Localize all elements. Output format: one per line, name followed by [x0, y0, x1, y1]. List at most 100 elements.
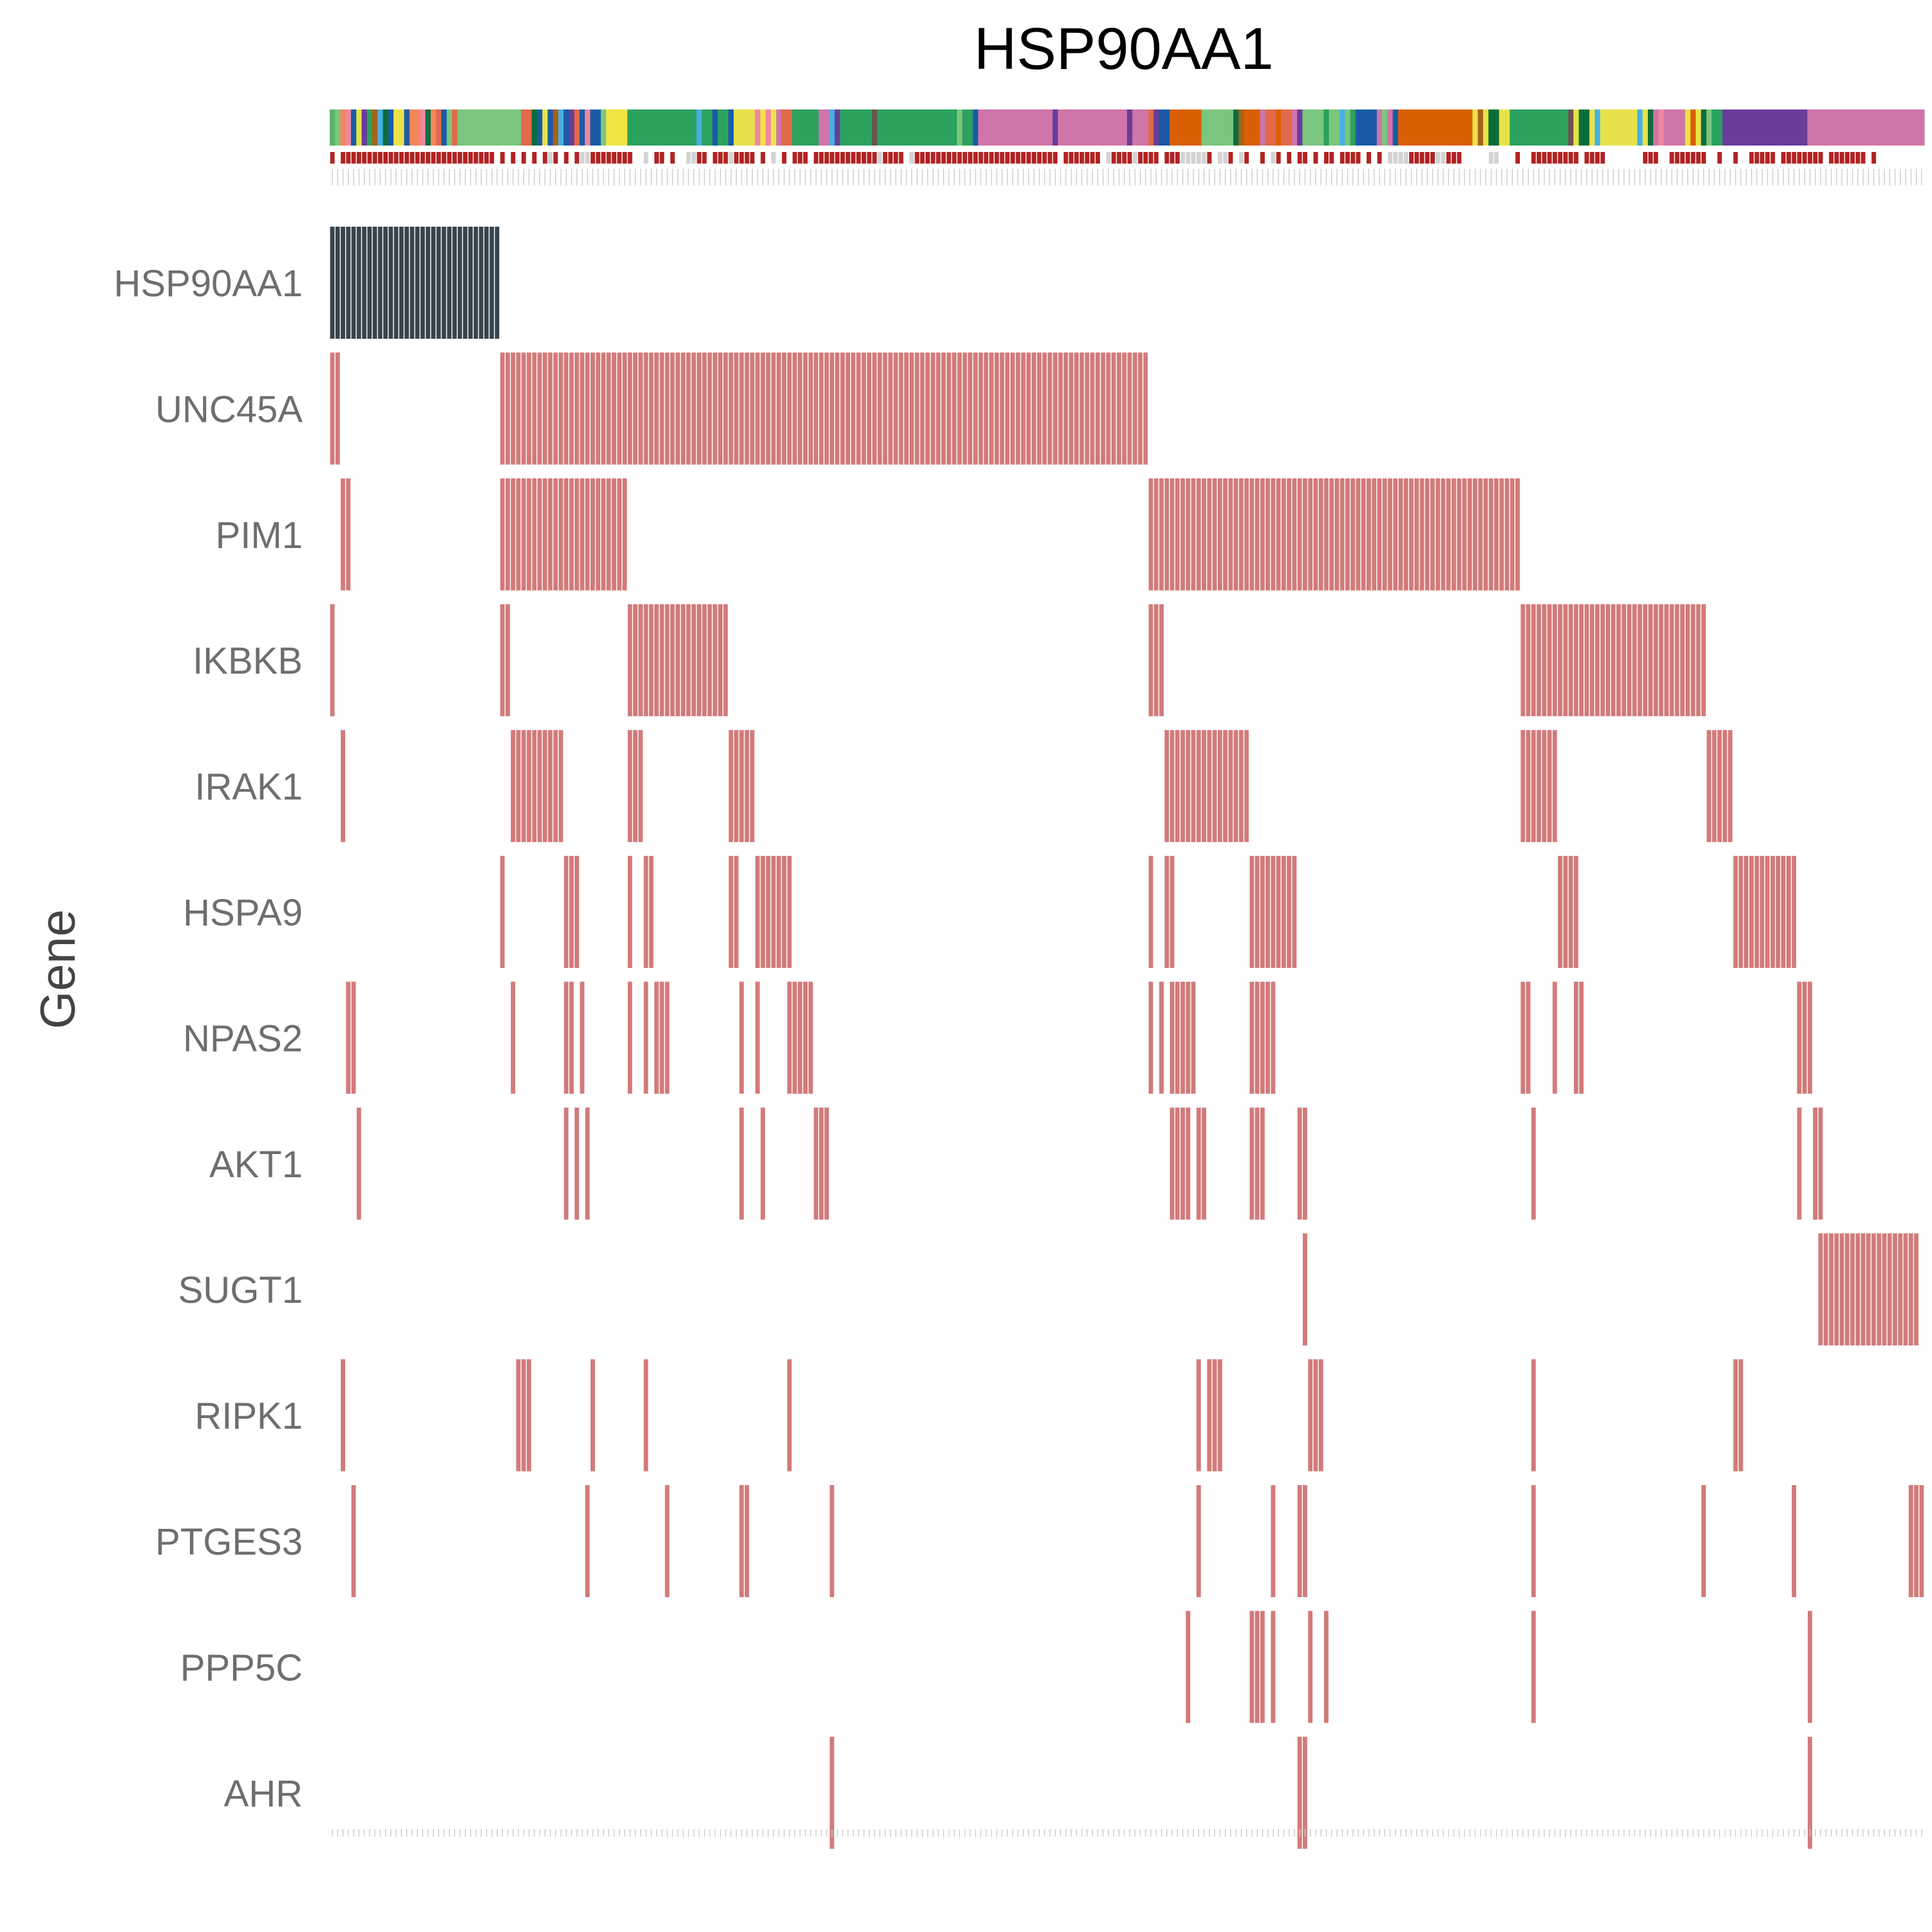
status-cell [1350, 152, 1356, 164]
alteration-cell [999, 352, 1005, 465]
alteration-cell [330, 352, 335, 465]
alteration-cell [723, 352, 728, 465]
alteration-cell [1276, 856, 1281, 968]
alteration-cell [511, 981, 516, 1094]
annotation-cell [1132, 109, 1139, 146]
annotation-cell [627, 109, 634, 146]
alteration-cell [1212, 730, 1217, 842]
gene-label: SUGT1 [178, 1269, 303, 1311]
alteration-cell [1558, 856, 1562, 968]
status-cell [1452, 152, 1457, 164]
alteration-cell [1196, 1107, 1201, 1220]
alteration-cell [654, 981, 659, 1094]
annotation-cell [1833, 109, 1840, 146]
alteration-cell [1212, 478, 1217, 591]
annotation-cell [925, 109, 931, 146]
annotation-cell [430, 109, 437, 146]
alteration-cell [553, 730, 558, 842]
status-cell [1111, 152, 1116, 164]
status-cell [973, 152, 978, 164]
annotation-cell [643, 109, 649, 146]
status-cell [484, 152, 489, 164]
alteration-cell [1664, 604, 1669, 717]
alteration-cell [1622, 604, 1627, 717]
status-cell [1515, 152, 1520, 164]
status-cell [931, 152, 936, 164]
alteration-cell [1249, 1107, 1255, 1220]
status-cell [1425, 152, 1430, 164]
alteration-cell [1877, 1233, 1882, 1346]
status-cell [1802, 152, 1807, 164]
alteration-cell [813, 352, 819, 465]
alteration-cell [627, 730, 632, 842]
annotation-cell [1020, 109, 1027, 146]
alteration-cell [1148, 856, 1153, 968]
alteration-cell [1138, 352, 1142, 465]
status-cell [728, 152, 734, 164]
alteration-cell [1632, 604, 1637, 717]
annotation-cell [595, 109, 601, 146]
alteration-cell [1228, 478, 1233, 591]
status-cell [1871, 152, 1877, 164]
annotation-cell [377, 109, 384, 146]
alteration-cell [1287, 856, 1292, 968]
alteration-cell [1802, 981, 1807, 1094]
status-cell [500, 152, 505, 164]
annotation-cell [808, 109, 814, 146]
alteration-cell [415, 227, 420, 339]
status-cell [718, 152, 723, 164]
alteration-cell [1223, 478, 1228, 591]
alteration-cell [393, 227, 399, 339]
annotation-cell [1892, 109, 1899, 146]
alteration-cell [1690, 604, 1696, 717]
status-cell [1552, 152, 1557, 164]
alteration-cell [1531, 1359, 1536, 1472]
alteration-cell [516, 478, 521, 591]
annotation-cell [1297, 109, 1303, 146]
alteration-cell [500, 478, 505, 591]
alteration-cell [1526, 730, 1531, 842]
status-cell [851, 152, 856, 164]
status-cell [1388, 152, 1393, 164]
alteration-cell [1058, 352, 1063, 465]
status-cell [1356, 152, 1361, 164]
status-cell [1127, 152, 1132, 164]
status-cell [1435, 152, 1441, 164]
alteration-cell [1202, 730, 1206, 842]
alteration-cell [1122, 352, 1127, 465]
alteration-cell [1345, 478, 1350, 591]
alteration-cell [1180, 1107, 1185, 1220]
annotation-cell [706, 109, 713, 146]
sample-annotation-track [330, 109, 1925, 146]
status-cell [1558, 152, 1563, 164]
annotation-cell [1823, 109, 1830, 146]
alteration-cell [739, 981, 744, 1094]
annotation-cell [1573, 109, 1580, 146]
status-cell [1005, 152, 1010, 164]
alteration-cell [1600, 604, 1605, 717]
status-cell [1090, 152, 1095, 164]
alteration-cell [1016, 352, 1021, 465]
alteration-cell [1749, 856, 1754, 968]
annotation-cell [1754, 109, 1760, 146]
alteration-cell [574, 478, 580, 591]
alteration-cell [1287, 478, 1292, 591]
alteration-cell [941, 352, 946, 465]
alteration-cell [1547, 604, 1552, 717]
alteration-cell [1531, 1611, 1536, 1723]
alteration-cell [1759, 856, 1765, 968]
alteration-cell [1292, 478, 1297, 591]
annotation-cell [1748, 109, 1755, 146]
alteration-cell [1217, 1359, 1222, 1472]
annotation-cell [1397, 109, 1404, 146]
alteration-cell [1898, 1233, 1903, 1346]
alteration-cell [659, 352, 665, 465]
alteration-cell [1180, 478, 1185, 591]
alteration-cell [489, 227, 495, 339]
status-cell [1345, 152, 1350, 164]
alteration-cell [341, 227, 345, 339]
status-cell [1244, 152, 1249, 164]
alteration-cell [601, 478, 606, 591]
alteration-cell [627, 352, 632, 465]
alteration-cell [1356, 478, 1361, 591]
